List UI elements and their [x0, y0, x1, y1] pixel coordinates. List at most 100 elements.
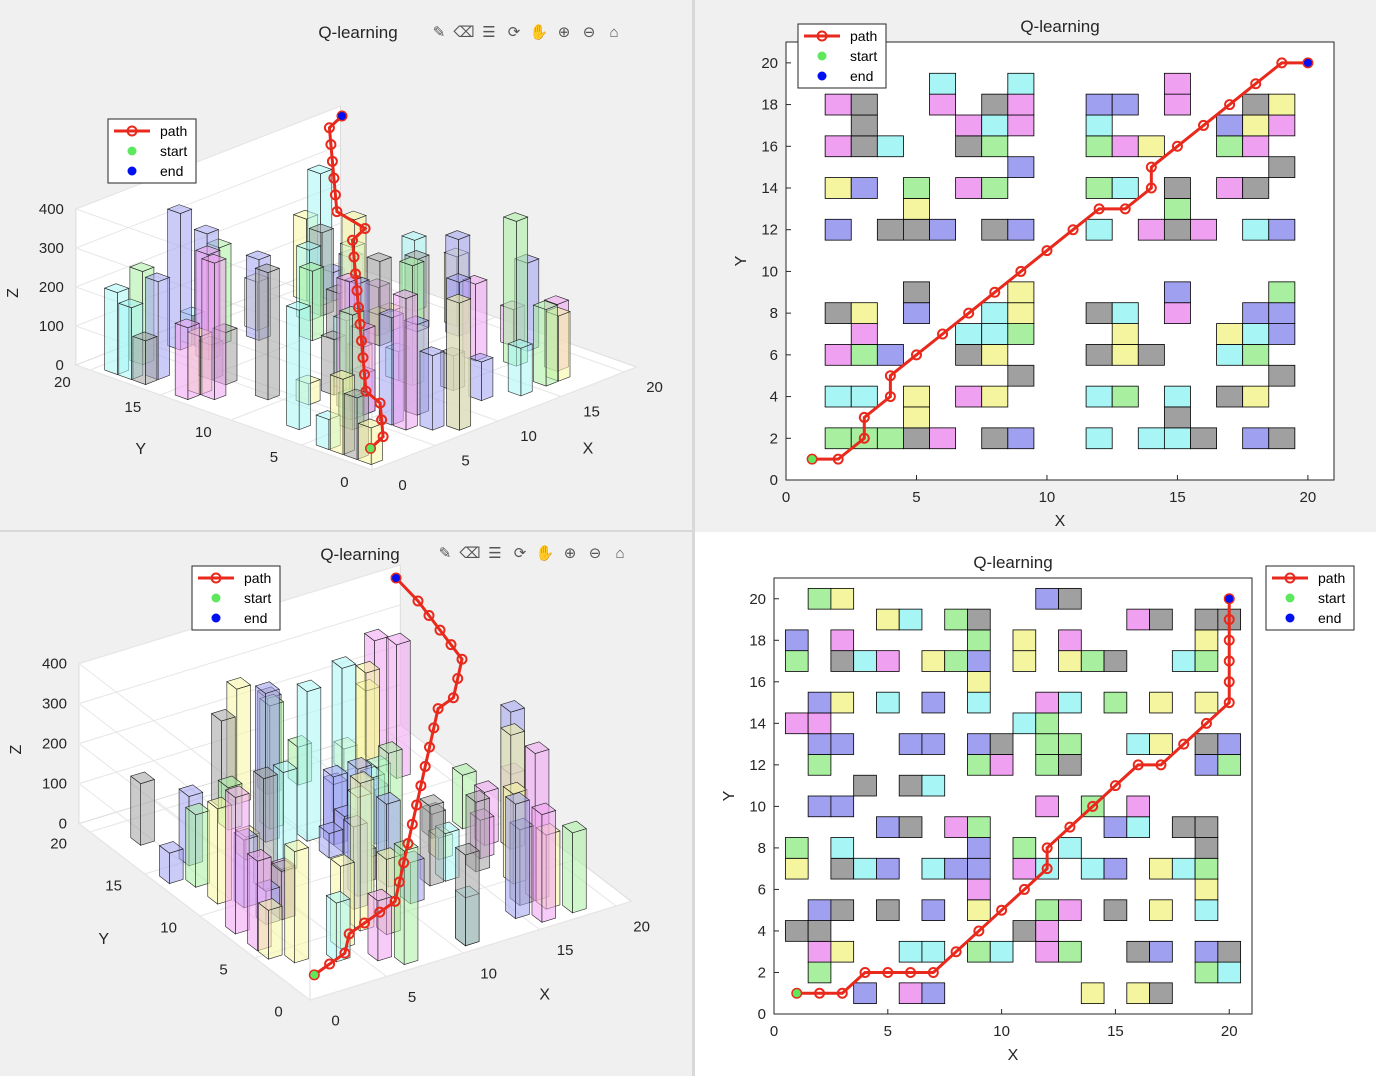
bar-face [166, 204, 193, 214]
obstacle-cell [824, 93, 852, 116]
y-tick-label: 14 [761, 180, 778, 197]
obstacle-cell [807, 961, 832, 984]
obstacle-cell [903, 302, 930, 324]
start-point [310, 970, 319, 979]
bar-face [298, 262, 325, 272]
path-point [1041, 245, 1053, 257]
grid-line [75, 364, 373, 471]
bar-face [367, 888, 393, 902]
bar-face [505, 792, 530, 805]
obstacle-cell [1242, 344, 1270, 366]
zoom-in-icon[interactable]: ⊕ [557, 24, 571, 41]
zoom-in-icon[interactable]: ⊕ [563, 545, 577, 562]
bar-face [401, 231, 427, 241]
zoom-out-icon[interactable]: ⊖ [582, 24, 596, 41]
rotate-icon[interactable]: ⟳ [513, 545, 527, 562]
grid-line [78, 823, 311, 1001]
obstacle-cell [1163, 177, 1191, 199]
obstacle-cell [1268, 364, 1296, 387]
bar-face [169, 848, 184, 885]
obstacle-cell [1111, 323, 1139, 345]
x-tick-label: 10 [520, 428, 537, 445]
bar-face [419, 794, 445, 807]
bar-face [158, 841, 184, 854]
obstacle-cell [807, 712, 832, 735]
y-tick-label: 18 [749, 632, 766, 649]
rotate-icon[interactable]: ⟳ [507, 24, 521, 41]
zoom-out-icon[interactable]: ⊖ [588, 545, 602, 562]
obstacle-cell [1194, 691, 1219, 714]
obstacle-cell [929, 427, 957, 450]
bar-face [298, 305, 311, 431]
obstacles [824, 72, 1296, 450]
obstacle-cell [955, 323, 983, 345]
path-point [836, 987, 848, 999]
obstacle-cell [1194, 629, 1219, 652]
y-tick-label: 4 [770, 389, 778, 406]
obstacle-cell [967, 878, 991, 901]
chart-svg: 05101520051015200100200300400XYZQ-learni… [5, 23, 663, 494]
legend-label-end: end [160, 163, 183, 179]
obstacle-cell [1058, 650, 1082, 672]
obstacle-cell [1012, 837, 1037, 859]
eraser-icon[interactable]: ⌫ [459, 545, 481, 562]
obstacle-cell [989, 940, 1014, 963]
pan-icon[interactable]: ✋ [529, 24, 549, 41]
bar-face [367, 892, 379, 962]
legend-icon[interactable]: ☰ [488, 545, 502, 562]
x-tick-label: 20 [1300, 489, 1317, 506]
path-point [359, 368, 370, 380]
obstacle-cell [1163, 198, 1191, 220]
bar-face [322, 764, 348, 778]
y-axis-label: Y [135, 441, 146, 458]
y-tick-label: 15 [125, 399, 142, 416]
obstacle-cell [1126, 795, 1150, 818]
z-axis-label: Z [5, 288, 22, 298]
obstacle-cell [1012, 712, 1037, 735]
pan-icon[interactable]: ✋ [535, 545, 555, 562]
bar-face [329, 370, 356, 380]
y-tick-label: 16 [749, 674, 766, 691]
home-icon[interactable]: ⌂ [615, 544, 625, 562]
bar-face [392, 293, 407, 431]
obstacle-cell [1085, 177, 1113, 199]
path-point [1155, 759, 1167, 771]
obstacle-cell [1194, 650, 1219, 672]
chart-3d-top-left: 0 5 10 15 20 0 5 10 15 20 0 100 200 300 400 X Y Z Q-learni… [0, 0, 694, 532]
obstacle-cell [1007, 323, 1035, 345]
brush-icon[interactable]: ✎ [438, 545, 452, 562]
bar-face [174, 318, 201, 329]
path-point [1224, 99, 1236, 111]
obstacle-cell [967, 629, 991, 652]
path-point [905, 966, 917, 978]
path-point [1223, 676, 1235, 688]
eraser-icon[interactable]: ⌫ [453, 24, 475, 41]
path-point [882, 966, 894, 978]
obstacle-cell [1137, 344, 1165, 366]
obstacle-cell [824, 177, 852, 199]
obstacle-cell [830, 629, 855, 652]
obstacle-cell [1085, 93, 1113, 116]
obstacle-cell [1149, 733, 1173, 755]
bar-face [562, 824, 573, 914]
obstacle-cell [1111, 302, 1139, 324]
legend-icon[interactable]: ☰ [482, 24, 496, 41]
y-tick-label: 12 [761, 222, 778, 239]
path-point [1132, 759, 1144, 771]
bar-face [543, 295, 570, 305]
obstacle-cell [898, 982, 923, 1005]
obstacle-cell [1080, 650, 1105, 672]
path-point [325, 139, 337, 151]
z-tick-label: 400 [39, 201, 64, 218]
legend-label-start: start [244, 590, 271, 606]
obstacle-cell [981, 385, 1009, 408]
bar-face [254, 267, 269, 401]
y-tick-label: 4 [758, 923, 766, 940]
obstacle-cell [1171, 650, 1196, 672]
obstacle-cell [1058, 754, 1082, 776]
bar-face [268, 905, 283, 960]
obstacle-cell [824, 302, 852, 324]
home-icon[interactable]: ⌂ [609, 23, 619, 41]
obstacle-cell [1171, 816, 1196, 838]
brush-icon[interactable]: ✎ [432, 24, 446, 41]
